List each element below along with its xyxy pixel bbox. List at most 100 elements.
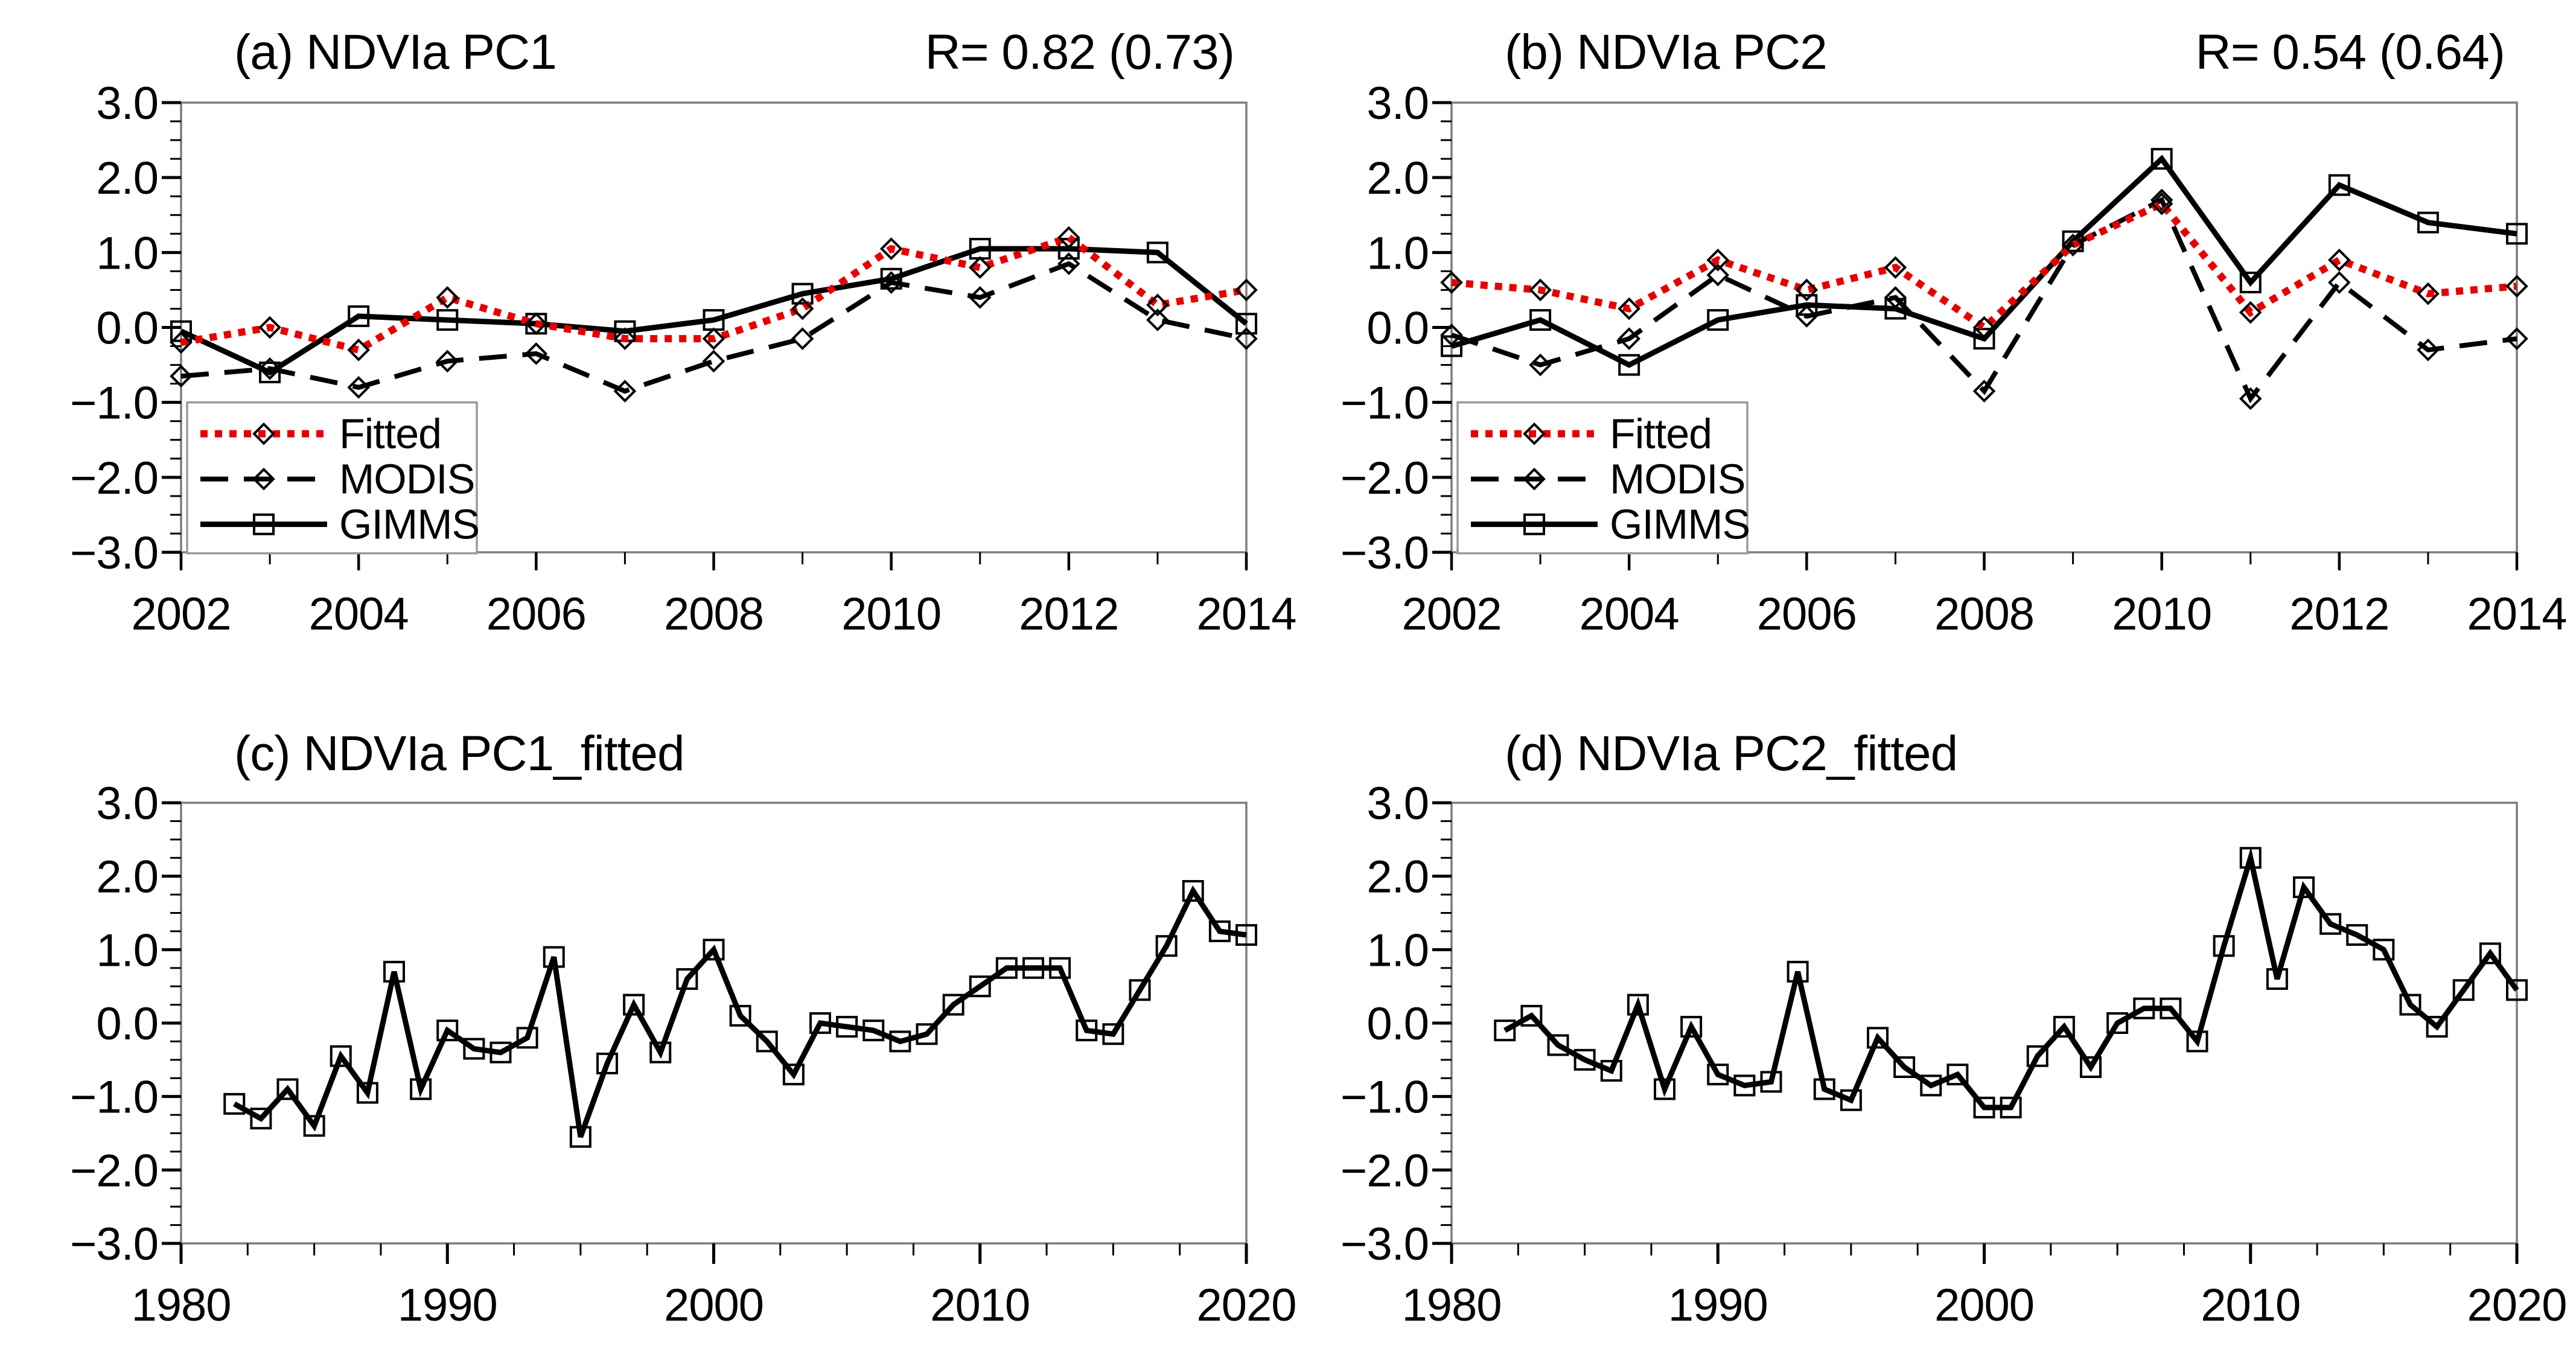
- ndvia pc2_fitted-marker: [2506, 979, 2528, 1001]
- ndvia pc2_fitted-marker: [1920, 1074, 1942, 1097]
- y-tick-label: 2.0: [96, 153, 158, 204]
- modis-marker: [1618, 327, 1640, 350]
- gimms-marker: [436, 309, 459, 331]
- series-ndvia-pc2_fitted: [1494, 847, 2528, 1118]
- gimms-marker: [2506, 223, 2528, 245]
- modis-marker: [1795, 305, 1819, 328]
- modis-marker: [1972, 380, 1996, 403]
- x-tick-label: 1990: [398, 1280, 497, 1331]
- y-tick-label: 0.0: [96, 303, 158, 354]
- x-tick-label: 2012: [2289, 588, 2389, 640]
- modis-marker: [613, 380, 637, 403]
- ndvia pc2_fitted-marker: [2000, 1096, 2022, 1118]
- ndvia pc1_fitted-marker: [889, 1030, 911, 1053]
- ndvia pc2_fitted-marker: [2319, 913, 2342, 935]
- x-tick-label: 2014: [2467, 588, 2566, 640]
- ndvia pc1_fitted-marker: [1102, 1023, 1124, 1045]
- x-tick-label: 2006: [1757, 588, 1857, 640]
- fitted-marker: [879, 237, 903, 260]
- ndvia pc1_fitted-marker: [782, 1064, 805, 1086]
- x-tick-label: 2010: [930, 1280, 1030, 1331]
- ndvia pc1_fitted-marker: [1049, 957, 1071, 979]
- fitted-marker: [2150, 192, 2173, 215]
- x-tick-label: 2002: [1401, 588, 1501, 640]
- legend-label-gimms: GIMMS: [1610, 501, 1750, 548]
- ndvia pc2_fitted-marker: [1547, 1034, 1569, 1056]
- modis-marker: [968, 286, 992, 309]
- fitted-marker: [1057, 226, 1080, 249]
- ndvia pc2_fitted-marker: [1787, 960, 1809, 983]
- panel-a-title: (a) NDVIa PC1: [234, 25, 557, 80]
- modis-marker: [2150, 188, 2173, 212]
- gimms-marker: [1796, 294, 1818, 316]
- ndvia pc2_fitted-marker: [2399, 994, 2421, 1016]
- ndvia pc1_fitted-marker: [1235, 924, 1257, 946]
- plot-frame: [180, 802, 1248, 1245]
- y-tick-label: −1.0: [1341, 1072, 1429, 1123]
- fitted-marker: [1146, 293, 1169, 317]
- ndvia pc2_fitted-marker: [2266, 968, 2288, 990]
- ndvia pc2_fitted-marker: [1627, 994, 1649, 1016]
- x-tick-label: 2020: [1196, 1280, 1296, 1331]
- y-tick-label: −3.0: [1341, 1219, 1429, 1270]
- y-tick-label: 3.0: [1366, 78, 1429, 129]
- series-modis: [1440, 188, 2528, 410]
- gimms-marker: [1235, 313, 1257, 335]
- gimms-marker: [2328, 174, 2350, 196]
- ndvia pc2_fitted-marker: [2293, 876, 2315, 898]
- ndvia pc1_fitted-marker: [489, 1041, 512, 1064]
- y-tick-label: −1.0: [1341, 378, 1429, 429]
- ndvia pc2_fitted-marker: [2053, 1016, 2075, 1038]
- fitted-marker: [347, 338, 370, 362]
- series-ndvia-pc1_fitted: [223, 880, 1257, 1148]
- panel-d-chart: 3.0 2.0 1.0 0.0 −1.0 −2.0 −3.0 1980 1990 2000 2010…: [1341, 778, 2568, 1331]
- y-tick-label: 1.0: [1366, 925, 1429, 976]
- plot-frame: [1450, 802, 2518, 1245]
- modis-line: [180, 261, 1247, 394]
- fitted-marker: [1884, 256, 1907, 279]
- gimms-marker: [1973, 328, 1995, 350]
- legend-marker-modis: [1523, 467, 1546, 491]
- y-tick-label: 0.0: [96, 998, 158, 1050]
- ndvia pc1_fitted-marker: [809, 1012, 831, 1034]
- ndvia pc2_fitted-marker: [2452, 979, 2475, 1001]
- ndvia pc2_fitted-marker: [1813, 1078, 1835, 1100]
- series-fitted: [170, 226, 1258, 362]
- ndvia pc2_fitted-marker: [1494, 1019, 1516, 1042]
- fitted-marker: [613, 327, 637, 350]
- modis-marker: [791, 327, 814, 350]
- modis-marker: [1146, 308, 1169, 331]
- ndvia pc1_fitted-marker: [543, 946, 565, 968]
- modis-marker: [2328, 271, 2351, 294]
- ndvia pc2_fitted-marker: [2213, 935, 2235, 957]
- fitted-marker: [791, 297, 814, 321]
- fitted-marker: [968, 256, 992, 279]
- x-tick-label: 2008: [1934, 588, 2034, 640]
- ndvia pc1_fitted-marker: [276, 1078, 299, 1100]
- modis-marker: [1057, 252, 1080, 275]
- legend-label-fitted: Fitted: [1610, 410, 1712, 458]
- ndvia pc1_fitted-marker: [1022, 957, 1044, 979]
- ndvia pc2_fitted-marker: [2026, 1045, 2048, 1067]
- modis-marker: [170, 365, 193, 388]
- panel-b-title: (b) NDVIa PC2: [1505, 25, 1828, 80]
- ndvia pc1_fitted-marker: [1155, 935, 1178, 957]
- fitted-marker: [1440, 271, 1463, 294]
- x-tick-label: 2002: [131, 588, 231, 640]
- ndvia pc2_fitted-marker: [1946, 1064, 1969, 1086]
- y-tick-label: 0.0: [1366, 998, 1429, 1050]
- fitted-marker: [1618, 297, 1640, 321]
- x-tick-label: 2004: [309, 588, 409, 640]
- ndvia pc2_fitted-marker: [2239, 847, 2262, 869]
- x-tick-label: 2010: [2201, 1280, 2300, 1331]
- y-tick-label: −3.0: [70, 1219, 158, 1270]
- ndvia pc2_fitted-marker: [1654, 1078, 1675, 1100]
- x-tick-label: 2000: [664, 1280, 764, 1331]
- y-tick-label: 2.0: [96, 852, 158, 903]
- ndvia pc1_fitted-marker: [995, 957, 1018, 979]
- y-tick-label: 0.0: [1366, 303, 1429, 354]
- fitted-marker: [702, 327, 725, 350]
- ndvia pc2_fitted-marker: [1680, 1016, 1703, 1038]
- modis-marker: [2505, 327, 2528, 350]
